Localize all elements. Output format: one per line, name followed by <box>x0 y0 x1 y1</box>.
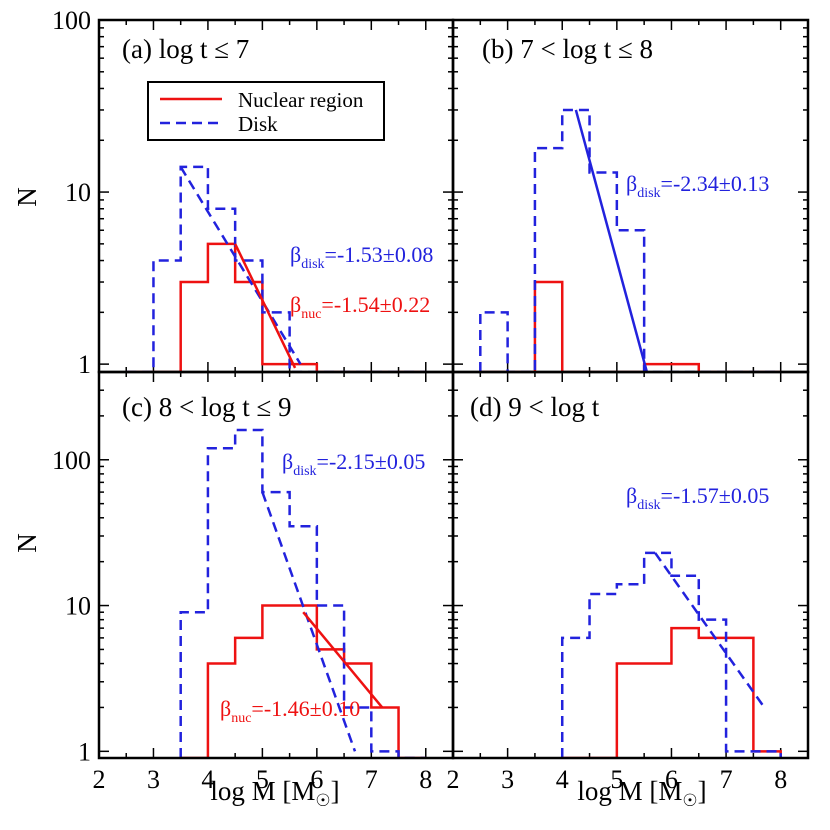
panel-b: βdisk=-2.34±0.13 (b) 7 < log t ≤ 8 <box>451 18 810 374</box>
disk-fit-line-panel-b <box>574 109 649 372</box>
panel-frame-b <box>451 18 810 374</box>
beta-annotation-nuc-panel-c: βnuc=-1.46±0.10 <box>220 696 360 726</box>
x-tick-label: 8 <box>774 765 787 794</box>
y-tick-label: 100 <box>52 446 91 475</box>
disk-histogram-panel-d <box>560 551 782 758</box>
legend: Nuclear region Disk <box>147 81 385 141</box>
x-tick-label: 6 <box>310 765 323 794</box>
panel-title-a: (a) log t ≤ 7 <box>122 34 249 64</box>
nuclear-histogram-panel-c <box>180 604 426 758</box>
panel-c: 2 3 4 5 6 7 8 1 10 100 βdisk=-2.15±0.05 βnuc=-1.46±… <box>52 370 455 794</box>
x-axis-title-left: log M [M☉] <box>210 776 339 810</box>
x-tick-label: 3 <box>147 765 160 794</box>
y-tick-label: 1 <box>78 737 91 766</box>
x-tick-label: 2 <box>93 765 106 794</box>
x-axis-title-right: log M [M☉] <box>577 776 706 810</box>
x-tick-label: 6 <box>665 765 678 794</box>
legend-box <box>147 81 385 141</box>
x-tick-label: 4 <box>201 765 214 794</box>
x-tick-label: 5 <box>610 765 623 794</box>
disk-histogram-panel-b <box>479 108 781 372</box>
panel-title-c: (c) 8 < log t ≤ 9 <box>122 392 292 422</box>
y-axis-title-bottom: N <box>12 533 42 553</box>
x-tick-label: 4 <box>556 765 569 794</box>
beta-annotation-disk-panel-a: βdisk=-1.53±0.08 <box>290 242 433 272</box>
x-tick-label: 5 <box>256 765 269 794</box>
beta-annotation-disk-panel-b: βdisk=-2.34±0.13 <box>626 171 769 201</box>
beta-annotation-disk-panel-d: βdisk=-1.57±0.05 <box>626 483 769 513</box>
y-tick-label: 1 <box>78 350 91 379</box>
x-tick-label: 3 <box>501 765 514 794</box>
panel-frame-d <box>451 370 810 760</box>
x-tick-label: 7 <box>365 765 378 794</box>
legend-disk-label: Disk <box>238 112 278 136</box>
panel-frame-a <box>97 18 455 374</box>
nuclear-fit-line-panel-a <box>234 243 297 369</box>
y-tick-label: 10 <box>65 592 91 621</box>
disk-histogram-panel-c <box>179 428 426 758</box>
panel-a: 1 10 100 βdisk=-1.53±0.08 βnuc=-1.54±0.22 (a)… <box>52 6 455 379</box>
y-axis-title-top: N <box>12 187 42 207</box>
disk-histogram-panel-a <box>126 165 426 372</box>
legend-nuclear-label: Nuclear region <box>238 88 364 112</box>
beta-annotation-disk-panel-c: βdisk=-2.15±0.05 <box>282 449 425 479</box>
disk-fit-line-panel-a <box>179 166 302 365</box>
x-tick-label: 8 <box>419 765 432 794</box>
x-tick-label: 2 <box>447 765 460 794</box>
nuclear-fit-line-panel-c <box>302 611 384 709</box>
nuclear-histogram-panel-d <box>562 626 782 758</box>
nuclear-histogram-panel-b <box>480 280 781 372</box>
y-tick-label: 100 <box>52 6 91 35</box>
panel-title-d: (d) 9 < log t <box>470 392 600 422</box>
beta-annotation-nuc-panel-a: βnuc=-1.54±0.22 <box>290 292 430 322</box>
panel-d: 2 3 4 5 6 7 8 βdisk=-1.57±0.05 (d) 9 < log t <box>447 370 810 794</box>
x-tick-label: 7 <box>720 765 733 794</box>
disk-fit-line-panel-c <box>261 491 357 752</box>
y-tick-label: 10 <box>65 178 91 207</box>
panel-title-b: (b) 7 < log t ≤ 8 <box>482 34 653 64</box>
